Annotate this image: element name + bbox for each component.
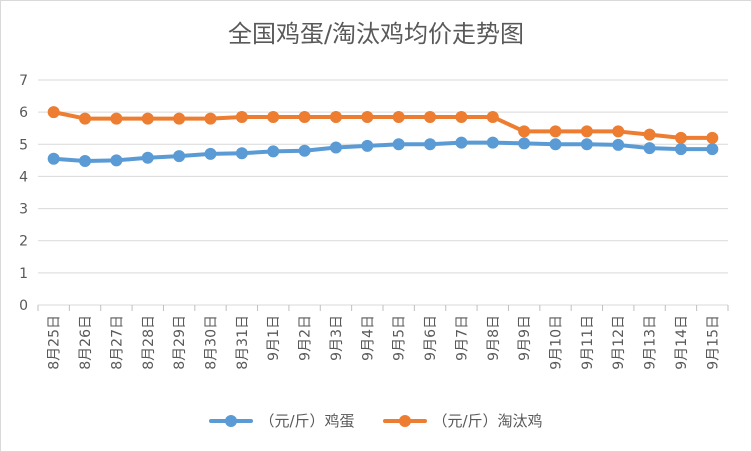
x-tick-label: 9月10日 [549,315,565,370]
data-point-1 [612,125,625,138]
data-point-1 [47,106,60,119]
y-tick-label: 3 [19,202,28,218]
data-point-0 [549,138,562,151]
data-point-1 [204,112,217,125]
y-tick-label: 2 [19,234,28,250]
data-point-0 [612,138,625,151]
x-tick-label: 8月28日 [141,315,157,370]
chart-title: 全国鸡蛋/淘汰鸡均价走势图 [227,20,525,48]
data-point-0 [204,147,217,160]
data-point-0 [173,150,186,163]
data-point-1 [267,110,280,123]
data-point-0 [329,141,342,154]
y-tick-label: 4 [19,169,28,185]
legend-item: （元/斤）淘汰鸡 [382,410,543,431]
data-point-1 [643,128,656,141]
data-point-1 [329,110,342,123]
data-point-0 [392,138,405,151]
x-tick-label: 9月9日 [517,315,533,361]
x-tick-label: 8月29日 [172,315,188,370]
series-line-0 [51,140,715,163]
x-tick-label: 8月26日 [78,315,94,370]
x-tick-label: 9月3日 [329,315,345,361]
x-tick-label: 8月30日 [204,315,220,370]
data-point-1 [455,110,468,123]
series-line-1 [51,110,715,140]
data-point-1 [549,125,562,138]
y-tick-label: 5 [19,137,28,153]
x-tick-label: 9月11日 [580,315,596,370]
data-point-0 [424,138,437,151]
data-point-0 [110,154,123,167]
x-tick-label: 9月1日 [266,315,282,361]
x-tick-label: 9月15日 [705,315,721,370]
legend-item: （元/斤）鸡蛋 [209,410,355,431]
data-point-1 [141,112,154,125]
chart-legend: （元/斤）鸡蛋 （元/斤）淘汰鸡 [0,410,752,431]
legend-swatch [209,414,254,428]
data-point-0 [79,155,92,167]
data-point-0 [141,151,154,164]
data-point-0 [643,142,656,155]
legend-label: （元/斤）淘汰鸡 [432,412,543,430]
data-point-1 [392,110,405,123]
data-point-1 [110,112,123,125]
x-tick-label: 9月2日 [298,315,314,361]
data-point-1 [486,110,499,123]
x-tick-label: 9月13日 [643,315,659,370]
x-tick-label: 8月31日 [235,315,251,370]
x-tick-label: 9月7日 [454,315,470,361]
data-point-1 [79,112,92,125]
y-tick-label: 7 [19,73,28,89]
data-point-1 [580,125,593,138]
legend-label: （元/斤）鸡蛋 [259,412,355,430]
y-tick-label: 1 [19,266,28,282]
data-point-0 [518,137,531,150]
y-tick-label: 0 [19,298,28,314]
x-tick-label: 9月4日 [360,315,376,361]
data-point-0 [235,147,248,160]
data-point-0 [267,145,280,158]
data-point-1 [424,110,437,123]
data-point-0 [298,144,311,157]
x-tick-label: 8月27日 [109,315,125,370]
data-point-1 [706,131,719,144]
data-point-1 [173,112,186,125]
x-tick-label: 9月8日 [486,315,502,361]
data-point-0 [47,152,60,165]
data-point-1 [518,125,531,138]
legend-swatch [382,414,427,428]
x-tick-label: 9月12日 [611,315,627,370]
x-tick-label: 9月14日 [674,315,690,370]
x-tick-label: 9月5日 [392,315,408,361]
data-point-0 [361,139,374,152]
data-point-1 [235,110,248,123]
data-point-0 [580,138,593,151]
data-point-1 [361,110,374,123]
data-point-0 [706,143,719,156]
data-point-1 [298,110,311,123]
data-point-0 [486,136,499,149]
data-point-0 [674,143,687,156]
data-point-1 [674,131,687,144]
x-tick-label: 8月25日 [47,315,63,370]
data-point-0 [455,136,468,149]
y-tick-label: 6 [19,105,28,121]
x-tick-label: 9月6日 [423,315,439,361]
